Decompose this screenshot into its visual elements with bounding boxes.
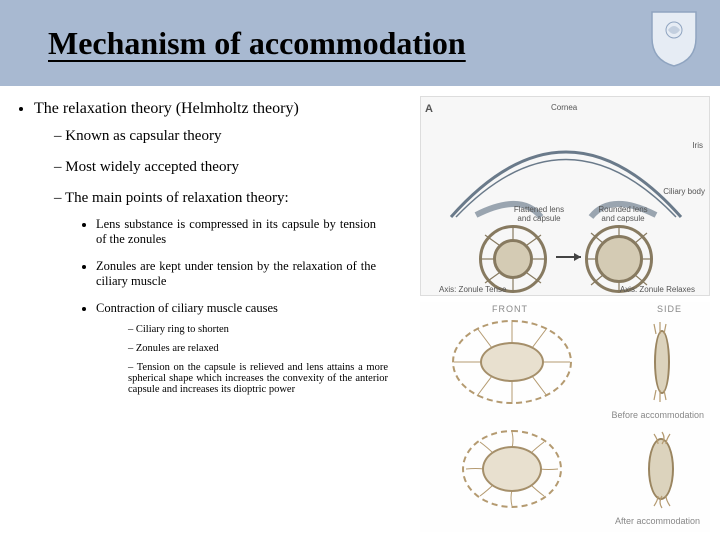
content-column: The relaxation theory (Helmholtz theory)…: [18, 100, 418, 409]
label-flattened: Flattened lens and capsule: [509, 205, 569, 223]
panel-label: A: [425, 103, 433, 115]
bullet-list-level1: The relaxation theory (Helmholtz theory)…: [34, 100, 418, 395]
bullet-text: Known as capsular theory: [65, 128, 221, 144]
list-item: Known as capsular theory: [54, 128, 418, 145]
label-front: FRONT: [492, 304, 528, 314]
list-item: Zonules are relaxed: [128, 343, 388, 354]
bullet-text: Lens substance is compressed in its caps…: [96, 217, 376, 246]
label-cornea: Cornea: [551, 103, 577, 112]
label-axis-tense: Axis: Zonule Tense: [439, 285, 506, 294]
label-after: After accommodation: [615, 516, 700, 526]
page-title: Mechanism of accommodation: [48, 25, 466, 62]
bullet-text: Contraction of ciliary muscle causes: [96, 301, 278, 315]
bullet-text: The relaxation theory (Helmholtz theory): [34, 100, 299, 117]
list-item: The main points of relaxation theory: Le…: [54, 190, 418, 395]
list-item: The relaxation theory (Helmholtz theory)…: [34, 100, 418, 395]
list-item: Tension on the capsule is relieved and l…: [128, 362, 388, 395]
side-zonules-before: [630, 322, 690, 402]
zonule-lines: [421, 97, 711, 297]
list-item: Contraction of ciliary muscle causes Cil…: [96, 301, 376, 395]
label-rounded: Rounded lens and capsule: [593, 205, 653, 223]
list-item: Zonules are kept under tension by the re…: [96, 259, 376, 289]
bullet-list-level3: Lens substance is compressed in its caps…: [96, 217, 418, 395]
figure-accommodation-states: FRONT SIDE Before accommodation: [420, 302, 710, 532]
figure-eye-cross-section: A Cornea Iris Ciliary body Flattened len…: [420, 96, 710, 296]
institution-logo: [648, 8, 700, 73]
label-ciliary-body: Ciliary body: [663, 187, 705, 196]
bullet-text: The main points of relaxation theory:: [65, 190, 289, 206]
lens-front-after: [482, 446, 542, 492]
label-before: Before accommodation: [611, 410, 704, 420]
bullet-list-level4: Ciliary ring to shorten Zonules are rela…: [128, 324, 376, 395]
shield-icon: [648, 8, 700, 68]
bullet-list-level2: Known as capsular theory Most widely acc…: [54, 128, 418, 395]
lens-front-before: [480, 342, 544, 382]
label-axis-relax: Axis: Zonule Relaxes: [620, 285, 695, 294]
label-side: SIDE: [657, 304, 682, 314]
side-zonules-after: [632, 430, 692, 510]
header-band: Mechanism of accommodation: [0, 0, 720, 86]
bullet-text: Ciliary ring to shorten: [136, 324, 229, 335]
list-item: Lens substance is compressed in its caps…: [96, 217, 376, 247]
bullet-text: Zonules are relaxed: [136, 343, 219, 354]
label-iris: Iris: [692, 141, 703, 150]
bullet-text: Tension on the capsule is relieved and l…: [128, 362, 388, 395]
figures-column: A Cornea Iris Ciliary body Flattened len…: [420, 96, 716, 532]
list-item: Ciliary ring to shorten: [128, 324, 388, 335]
list-item: Most widely accepted theory: [54, 159, 418, 176]
bullet-text: Zonules are kept under tension by the re…: [96, 259, 376, 288]
bullet-text: Most widely accepted theory: [65, 159, 239, 175]
